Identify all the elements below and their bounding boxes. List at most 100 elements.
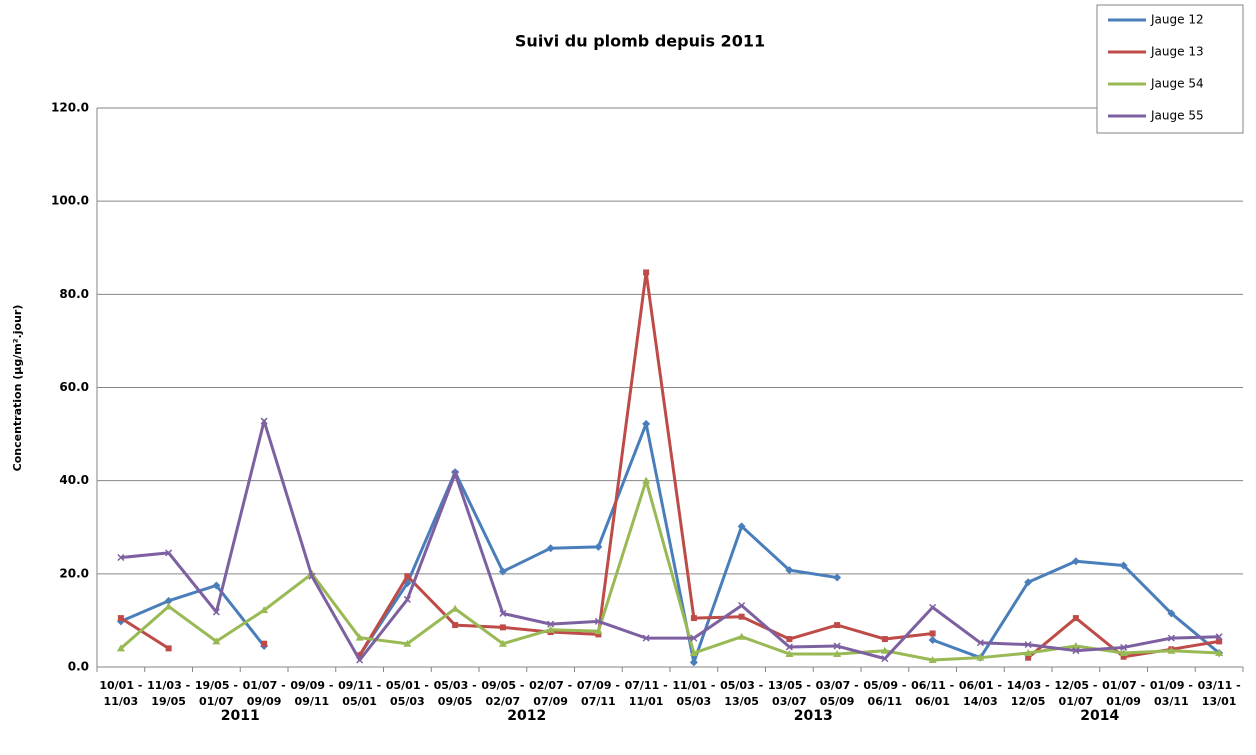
marker (546, 544, 555, 553)
marker (308, 572, 316, 580)
x-tick-label: 01/07 - 09/09 (242, 679, 286, 708)
marker (1215, 633, 1223, 641)
x-tick-label: 07/09 - 07/11 (576, 679, 620, 708)
chart-title: Suivi du plomb depuis 2011 (515, 32, 765, 51)
marker (498, 639, 507, 647)
x-tick-label: 13/05 - 03/07 (767, 679, 811, 708)
marker (499, 624, 506, 631)
legend-label: Jauge 54 (1150, 77, 1204, 91)
marker (690, 615, 697, 622)
marker (403, 639, 412, 647)
marker (881, 636, 888, 643)
marker (594, 627, 603, 635)
marker (356, 656, 364, 664)
marker (594, 617, 602, 625)
marker (834, 622, 841, 629)
y-tick-label: 80.0 (59, 287, 89, 301)
x-tick-label: 09/05 - 02/07 (481, 679, 525, 708)
marker (738, 601, 746, 610)
year-label: 2011 (221, 708, 260, 724)
marker (928, 656, 937, 664)
marker (689, 658, 698, 667)
marker (737, 632, 746, 640)
marker (880, 646, 889, 654)
x-tick-label: 05/01 - 05/03 (385, 679, 429, 708)
y-tick-label: 20.0 (59, 566, 89, 580)
marker (1072, 615, 1079, 622)
marker (260, 606, 269, 614)
marker (1120, 643, 1128, 651)
marker (928, 635, 937, 644)
series-line (120, 270, 1220, 659)
marker (1071, 642, 1080, 650)
marker (452, 622, 459, 629)
marker (785, 643, 793, 651)
marker (1167, 646, 1176, 654)
year-label: 2012 (507, 708, 546, 724)
marker (642, 476, 651, 484)
marker (642, 634, 650, 642)
marker (164, 602, 173, 610)
marker (1025, 654, 1032, 661)
marker (499, 609, 507, 617)
marker (260, 417, 268, 425)
x-tick-label: 03/07 - 05/09 (815, 679, 859, 708)
x-tick-label: 11/01 - 05/03 (672, 679, 716, 708)
y-tick-label: 60.0 (59, 380, 89, 394)
marker (1216, 638, 1223, 645)
year-label: 2013 (794, 708, 833, 724)
marker (1072, 647, 1080, 655)
marker (1024, 578, 1033, 587)
marker (738, 613, 745, 620)
x-tick-label: 14/03 - 12/05 (1006, 679, 1050, 708)
marker (117, 615, 124, 622)
marker (594, 542, 603, 551)
year-label: 2014 (1080, 708, 1119, 724)
x-tick-label: 02/07 - 07/09 (529, 679, 573, 708)
marker (498, 567, 507, 576)
y-tick-label: 120.0 (51, 101, 89, 115)
y-tick-label: 40.0 (59, 473, 89, 487)
marker (404, 573, 411, 580)
marker (355, 633, 364, 641)
legend-box (1096, 4, 1244, 134)
marker (546, 625, 555, 633)
marker (451, 470, 459, 478)
marker (976, 653, 985, 661)
marker (689, 649, 698, 657)
y-tick-label: 0.0 (68, 660, 89, 674)
marker (1024, 649, 1033, 657)
legend-label: Jauge 13 (1150, 45, 1204, 59)
marker (786, 636, 793, 643)
x-tick-label: 01/07 - 01/09 (1102, 679, 1146, 708)
y-axis-label: Concentration (µg/m².jour) (11, 305, 24, 472)
marker (929, 603, 937, 611)
x-tick-label: 01/09 - 03/11 (1149, 679, 1193, 708)
legend-label: Jauge 12 (1150, 13, 1204, 27)
marker (212, 608, 220, 616)
x-tick-label: 12/05 - 01/07 (1054, 679, 1098, 708)
marker (833, 573, 842, 582)
marker (595, 631, 602, 638)
x-tick-label: 19/05 - 01/07 (194, 679, 238, 708)
marker (356, 652, 363, 659)
series-line (120, 419, 1220, 662)
marker (737, 522, 746, 531)
x-tick-label: 05/03 - 09/05 (433, 679, 477, 708)
marker (1119, 561, 1128, 570)
marker (1024, 641, 1032, 649)
x-tick-label: 06/01 - 14/03 (958, 679, 1002, 708)
x-tick-label: 09/11 - 05/01 (338, 679, 382, 708)
marker (547, 620, 555, 628)
marker (212, 581, 221, 590)
x-tick-label: 05/09 - 06/11 (863, 679, 907, 708)
marker (1215, 649, 1224, 657)
marker (833, 642, 841, 650)
marker (451, 604, 460, 612)
marker (785, 566, 794, 575)
marker (165, 549, 173, 557)
marker (642, 419, 651, 428)
x-tick-label: 09/09 - 09/11 (290, 679, 334, 708)
marker (164, 596, 173, 605)
marker (929, 630, 936, 637)
